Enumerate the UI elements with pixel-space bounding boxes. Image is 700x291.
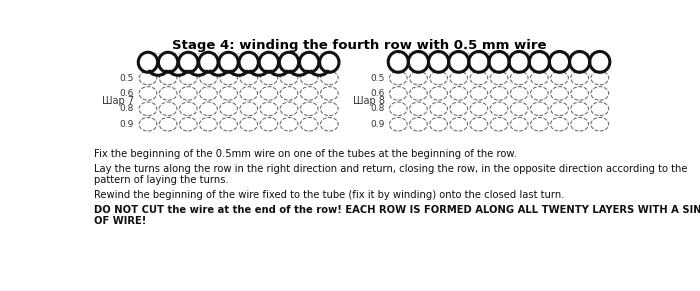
Text: DO NOT CUT the wire at the end of the row! EACH ROW IS FORMED ALONG ALL TWENTY L: DO NOT CUT the wire at the end of the ro…: [94, 205, 700, 215]
Text: 0.8: 0.8: [120, 104, 134, 113]
Text: 0.6: 0.6: [120, 89, 134, 98]
Text: 0.5: 0.5: [370, 74, 384, 83]
Text: Шар 8: Шар 8: [353, 96, 385, 106]
Text: Lay the turns along the row in the right direction and return, closing the row, : Lay the turns along the row in the right…: [94, 164, 687, 174]
Text: 0.6: 0.6: [370, 89, 384, 98]
Text: OF WIRE!: OF WIRE!: [94, 216, 146, 226]
Text: 0.9: 0.9: [120, 120, 134, 129]
Text: 0.9: 0.9: [370, 120, 384, 129]
Text: Fix the beginning of the 0.5mm wire on one of the tubes at the beginning of the : Fix the beginning of the 0.5mm wire on o…: [94, 149, 517, 159]
Text: Rewind the beginning of the wire fixed to the tube (fix it by winding) onto the : Rewind the beginning of the wire fixed t…: [94, 190, 564, 200]
Text: pattern of laying the turns.: pattern of laying the turns.: [94, 175, 228, 185]
Text: 0.5: 0.5: [120, 74, 134, 83]
Text: Stage 4: winding the fourth row with 0.5 mm wire: Stage 4: winding the fourth row with 0.5…: [172, 39, 546, 52]
Text: 0.8: 0.8: [370, 104, 384, 113]
Text: Шар 7: Шар 7: [102, 96, 134, 106]
